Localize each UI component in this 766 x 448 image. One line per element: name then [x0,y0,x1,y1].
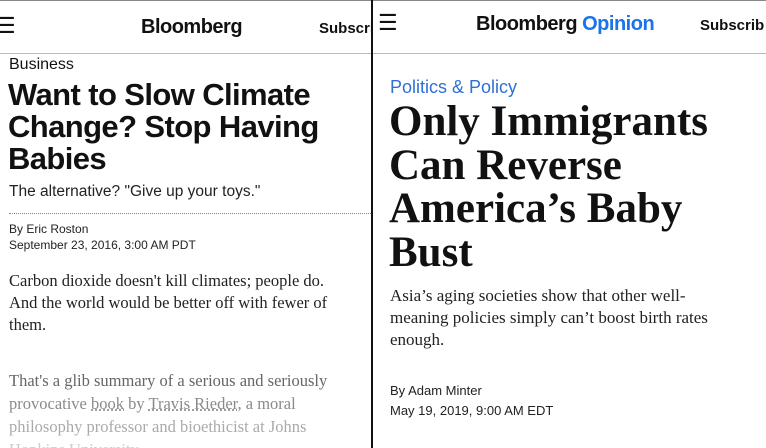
hamburger-menu-icon[interactable]: ☰ [378,10,398,35]
headline: Want to Slow Climate Change? Stop Having… [8,79,319,175]
text-line: That's a glib summary of a serious and s… [9,371,328,390]
byline-prefix: By [390,383,409,398]
subscribe-button[interactable]: Subscri [319,20,371,37]
publish-date: May 19, 2019, 9:00 AM EDT [390,403,554,418]
left-article-panel: ☰ Bloomberg Subscri Business Want to Slo… [0,0,371,448]
text-line: provocative book by Travis Rieder, a mor… [9,392,327,415]
deck: Asia’s aging societies show that other w… [390,285,708,351]
headline-line: Babies [8,141,107,176]
text: provocative [9,394,92,413]
body-paragraph: That's a glib summary of a serious and s… [9,369,327,448]
text-line: meaning policies simply can’t boost birt… [390,308,708,327]
hamburger-menu-icon[interactable]: ☰ [0,15,16,37]
text: , a moral [237,394,296,413]
text-line: Carbon dioxide doesn't kill climates; pe… [9,271,325,290]
panel-divider [371,0,373,448]
author-link[interactable]: Eric Roston [26,222,89,236]
headline-line: Only Immigrants [389,98,708,145]
headline-line: America’s Baby [389,185,683,232]
divider [9,213,371,214]
subscribe-button[interactable]: Subscrib [700,17,765,34]
lead-paragraph: Carbon dioxide doesn't kill climates; pe… [9,270,327,336]
text-line: Hopkins University. [9,438,327,448]
headline: Only Immigrants Can Reverse America’s Ba… [389,100,708,274]
text-line: Asia’s aging societies show that other w… [390,286,686,305]
byline: By Eric Roston [9,222,88,236]
headline-line: Change? Stop Having [8,109,319,144]
site-header: ☰ Bloomberg Subscri [0,1,371,54]
headline-line: Bust [389,228,473,276]
headline-line: Want to Slow Climate [8,77,311,112]
text-line: enough. [390,330,445,349]
site-header: ☰ Bloomberg Opinion Subscrib [373,1,766,54]
bloomberg-opinion-logo[interactable]: Bloomberg Opinion [476,13,655,36]
byline: By Adam Minter [390,383,482,398]
text: by [124,394,149,413]
byline-prefix: By [9,222,27,236]
text-line: philosophy professor and bioethicist at … [9,417,307,436]
logo-text: Bloomberg [476,13,578,35]
book-link[interactable]: book [91,394,125,413]
text-line: them. [9,315,47,334]
section-label[interactable]: Business [9,56,74,73]
author-link[interactable]: Adam Minter [408,383,482,398]
deck: The alternative? "Give up your toys." [9,183,261,200]
logo-accent: Opinion [582,13,655,35]
section-label[interactable]: Politics & Policy [390,77,518,97]
text-line: And the world would be better off with f… [9,293,328,312]
publish-date: September 23, 2016, 3:00 AM PDT [9,238,196,252]
bloomberg-logo[interactable]: Bloomberg [141,16,243,38]
right-article-panel: ☰ Bloomberg Opinion Subscrib Politics & … [373,0,766,448]
travis-rieder-link[interactable]: Travis Rieder [148,394,238,413]
headline-line: Can Reverse [389,141,622,189]
